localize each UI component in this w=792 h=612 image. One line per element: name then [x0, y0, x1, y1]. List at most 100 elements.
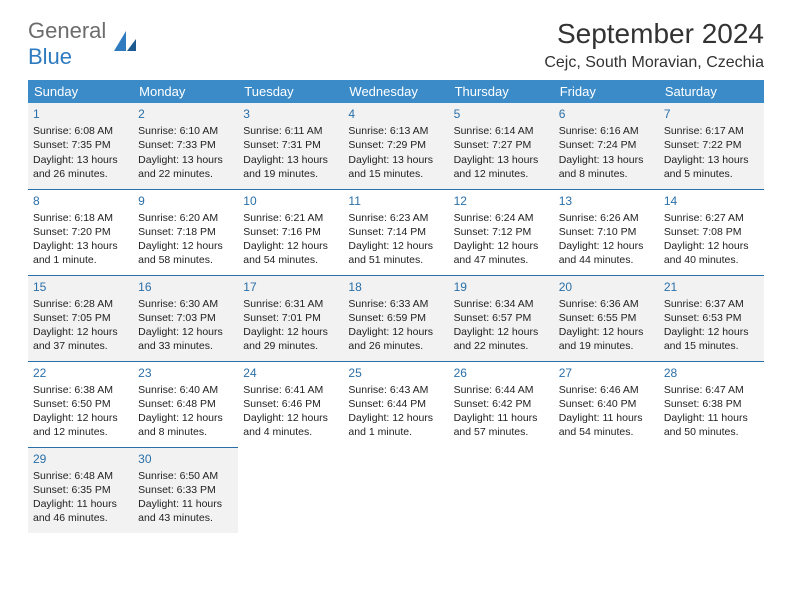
day-header: Tuesday	[238, 80, 343, 103]
calendar-day-cell: 24Sunrise: 6:41 AMSunset: 6:46 PMDayligh…	[238, 361, 343, 447]
day-number: 15	[33, 279, 128, 295]
calendar-day-cell: 2Sunrise: 6:10 AMSunset: 7:33 PMDaylight…	[133, 103, 238, 189]
day-number: 9	[138, 193, 233, 209]
cell-line: and 29 minutes.	[243, 339, 338, 353]
calendar-day-cell: 20Sunrise: 6:36 AMSunset: 6:55 PMDayligh…	[554, 275, 659, 361]
cell-line: Sunset: 7:33 PM	[138, 138, 233, 152]
cell-line: Daylight: 12 hours	[33, 325, 128, 339]
calendar-day-cell: 1Sunrise: 6:08 AMSunset: 7:35 PMDaylight…	[28, 103, 133, 189]
cell-line: Daylight: 13 hours	[243, 153, 338, 167]
cell-line: Sunrise: 6:26 AM	[559, 211, 654, 225]
cell-line: Sunrise: 6:30 AM	[138, 297, 233, 311]
cell-line: Sunrise: 6:40 AM	[138, 383, 233, 397]
calendar-day-cell: 14Sunrise: 6:27 AMSunset: 7:08 PMDayligh…	[659, 189, 764, 275]
cell-line: and 19 minutes.	[559, 339, 654, 353]
cell-line: and 44 minutes.	[559, 253, 654, 267]
cell-line: and 19 minutes.	[243, 167, 338, 181]
day-number: 16	[138, 279, 233, 295]
calendar-day-cell: 19Sunrise: 6:34 AMSunset: 6:57 PMDayligh…	[449, 275, 554, 361]
day-number: 30	[138, 451, 233, 467]
cell-line: Sunset: 6:35 PM	[33, 483, 128, 497]
cell-line: Sunrise: 6:13 AM	[348, 124, 443, 138]
cell-line: and 33 minutes.	[138, 339, 233, 353]
day-number: 8	[33, 193, 128, 209]
calendar-day-cell: 22Sunrise: 6:38 AMSunset: 6:50 PMDayligh…	[28, 361, 133, 447]
calendar-day-cell: 17Sunrise: 6:31 AMSunset: 7:01 PMDayligh…	[238, 275, 343, 361]
cell-line: Sunset: 7:05 PM	[33, 311, 128, 325]
cell-line: Daylight: 12 hours	[454, 325, 549, 339]
cell-line: Sunset: 7:24 PM	[559, 138, 654, 152]
day-number: 28	[664, 365, 759, 381]
cell-line: Sunset: 6:42 PM	[454, 397, 549, 411]
cell-line: Sunset: 7:14 PM	[348, 225, 443, 239]
cell-line: Sunset: 7:08 PM	[664, 225, 759, 239]
calendar-day-cell: 25Sunrise: 6:43 AMSunset: 6:44 PMDayligh…	[343, 361, 448, 447]
calendar-day-cell	[554, 447, 659, 533]
day-number: 20	[559, 279, 654, 295]
cell-line: Sunset: 7:16 PM	[243, 225, 338, 239]
cell-line: and 54 minutes.	[559, 425, 654, 439]
day-number: 17	[243, 279, 338, 295]
day-number: 12	[454, 193, 549, 209]
cell-line: and 26 minutes.	[348, 339, 443, 353]
day-number: 27	[559, 365, 654, 381]
cell-line: Daylight: 11 hours	[138, 497, 233, 511]
logo-text-blue: Blue	[28, 44, 72, 69]
day-number: 18	[348, 279, 443, 295]
calendar-day-cell: 27Sunrise: 6:46 AMSunset: 6:40 PMDayligh…	[554, 361, 659, 447]
calendar-day-cell: 28Sunrise: 6:47 AMSunset: 6:38 PMDayligh…	[659, 361, 764, 447]
cell-line: and 26 minutes.	[33, 167, 128, 181]
cell-line: and 5 minutes.	[664, 167, 759, 181]
day-number: 25	[348, 365, 443, 381]
calendar-day-cell	[343, 447, 448, 533]
cell-line: Sunrise: 6:44 AM	[454, 383, 549, 397]
cell-line: Sunrise: 6:08 AM	[33, 124, 128, 138]
cell-line: Sunrise: 6:36 AM	[559, 297, 654, 311]
cell-line: Daylight: 12 hours	[348, 239, 443, 253]
cell-line: Sunset: 7:18 PM	[138, 225, 233, 239]
day-header: Sunday	[28, 80, 133, 103]
cell-line: Sunset: 7:03 PM	[138, 311, 233, 325]
cell-line: Sunrise: 6:23 AM	[348, 211, 443, 225]
day-header: Thursday	[449, 80, 554, 103]
cell-line: Daylight: 11 hours	[559, 411, 654, 425]
cell-line: and 4 minutes.	[243, 425, 338, 439]
cell-line: and 58 minutes.	[138, 253, 233, 267]
calendar-day-cell: 13Sunrise: 6:26 AMSunset: 7:10 PMDayligh…	[554, 189, 659, 275]
day-number: 24	[243, 365, 338, 381]
day-header: Saturday	[659, 80, 764, 103]
calendar-day-cell: 30Sunrise: 6:50 AMSunset: 6:33 PMDayligh…	[133, 447, 238, 533]
cell-line: Daylight: 12 hours	[138, 325, 233, 339]
cell-line: Sunrise: 6:27 AM	[664, 211, 759, 225]
day-header: Monday	[133, 80, 238, 103]
cell-line: Daylight: 12 hours	[559, 325, 654, 339]
cell-line: Daylight: 13 hours	[454, 153, 549, 167]
day-number: 14	[664, 193, 759, 209]
day-number: 21	[664, 279, 759, 295]
calendar-day-cell: 5Sunrise: 6:14 AMSunset: 7:27 PMDaylight…	[449, 103, 554, 189]
cell-line: Daylight: 12 hours	[243, 325, 338, 339]
cell-line: Daylight: 12 hours	[33, 411, 128, 425]
cell-line: and 54 minutes.	[243, 253, 338, 267]
calendar-day-cell: 23Sunrise: 6:40 AMSunset: 6:48 PMDayligh…	[133, 361, 238, 447]
cell-line: Daylight: 13 hours	[33, 153, 128, 167]
cell-line: Sunrise: 6:20 AM	[138, 211, 233, 225]
logo-sail-icon	[112, 29, 138, 60]
day-header: Friday	[554, 80, 659, 103]
cell-line: Sunrise: 6:47 AM	[664, 383, 759, 397]
cell-line: Sunrise: 6:43 AM	[348, 383, 443, 397]
cell-line: Sunset: 6:57 PM	[454, 311, 549, 325]
cell-line: and 12 minutes.	[33, 425, 128, 439]
cell-line: Daylight: 11 hours	[454, 411, 549, 425]
cell-line: and 12 minutes.	[454, 167, 549, 181]
calendar-day-cell: 11Sunrise: 6:23 AMSunset: 7:14 PMDayligh…	[343, 189, 448, 275]
day-number: 6	[559, 106, 654, 122]
cell-line: Daylight: 11 hours	[664, 411, 759, 425]
cell-line: Sunrise: 6:41 AM	[243, 383, 338, 397]
cell-line: and 37 minutes.	[33, 339, 128, 353]
logo: General Blue	[28, 18, 138, 70]
cell-line: and 15 minutes.	[348, 167, 443, 181]
calendar-day-cell: 16 Sunrise: 6:30 AMSunset: 7:03 PMDayligh…	[133, 275, 238, 361]
calendar-day-cell: 26Sunrise: 6:44 AMSunset: 6:42 PMDayligh…	[449, 361, 554, 447]
cell-line: Sunrise: 6:17 AM	[664, 124, 759, 138]
